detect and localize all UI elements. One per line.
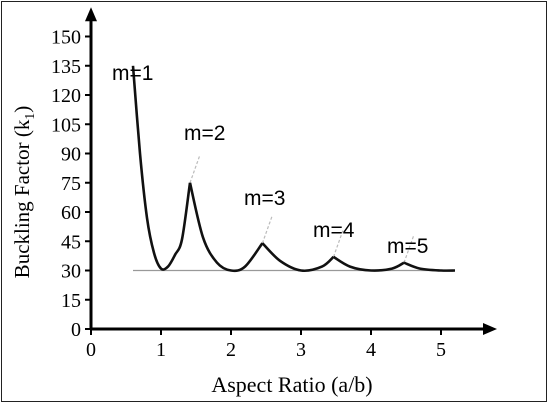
y-tick-label: 90 bbox=[61, 144, 81, 166]
curve-m4 bbox=[332, 255, 405, 272]
mode-label-m4: m=4 bbox=[313, 219, 355, 242]
curve-m1 bbox=[131, 65, 192, 271]
y-tick-label: 15 bbox=[61, 290, 81, 312]
y-axis-label-sub: 1 bbox=[23, 113, 38, 120]
x-tick-label: 0 bbox=[86, 339, 96, 361]
curve-extension-m2 bbox=[261, 214, 273, 244]
curve-m3 bbox=[261, 242, 335, 273]
buckling-curves bbox=[131, 65, 456, 273]
mode-label-m3: m=3 bbox=[244, 187, 285, 210]
y-tick-label: 150 bbox=[51, 27, 81, 49]
y-tick-label: 105 bbox=[51, 114, 81, 136]
x-tick-label: 4 bbox=[366, 339, 376, 361]
y-axis-arrow-icon bbox=[85, 7, 97, 22]
mode-label-m1: m=1 bbox=[112, 62, 153, 85]
mode-label-m5: m=5 bbox=[387, 235, 428, 258]
axes bbox=[85, 7, 497, 335]
mode-label-m2: m=2 bbox=[184, 122, 225, 145]
y-tick-label: 135 bbox=[51, 56, 81, 78]
y-axis-label-main: Buckling Factor (k bbox=[10, 119, 34, 278]
x-axis-label: Aspect Ratio (a/b) bbox=[211, 372, 372, 397]
y-tick-label: 45 bbox=[61, 231, 81, 253]
y-tick-label: 0 bbox=[71, 319, 81, 341]
curve-m5 bbox=[403, 261, 456, 272]
y-axis-label-close: ) bbox=[10, 106, 34, 113]
x-tick-label: 2 bbox=[226, 339, 236, 361]
x-tick-label: 5 bbox=[436, 339, 446, 361]
mode-labels: m=1 m=2 m=3 m=4 m=5 bbox=[112, 62, 428, 258]
x-tick-label: 3 bbox=[296, 339, 306, 361]
y-axis-label: Buckling Factor (k1) bbox=[10, 106, 38, 279]
x-axis-arrow-icon bbox=[483, 323, 497, 335]
curve-extension-m1 bbox=[189, 154, 201, 184]
y-tick-label: 120 bbox=[51, 85, 81, 107]
y-tick-label: 60 bbox=[61, 202, 81, 224]
y-tick-label: 75 bbox=[61, 173, 81, 195]
curve-m2 bbox=[188, 182, 264, 273]
y-tick-label: 30 bbox=[61, 261, 81, 283]
x-tick-label: 1 bbox=[156, 339, 166, 361]
y-ticks: 0 15 30 45 60 75 90 105 120 135 150 bbox=[51, 27, 91, 341]
curve-extensions bbox=[189, 154, 415, 263]
x-ticks: 0 1 2 3 4 5 bbox=[86, 329, 446, 361]
